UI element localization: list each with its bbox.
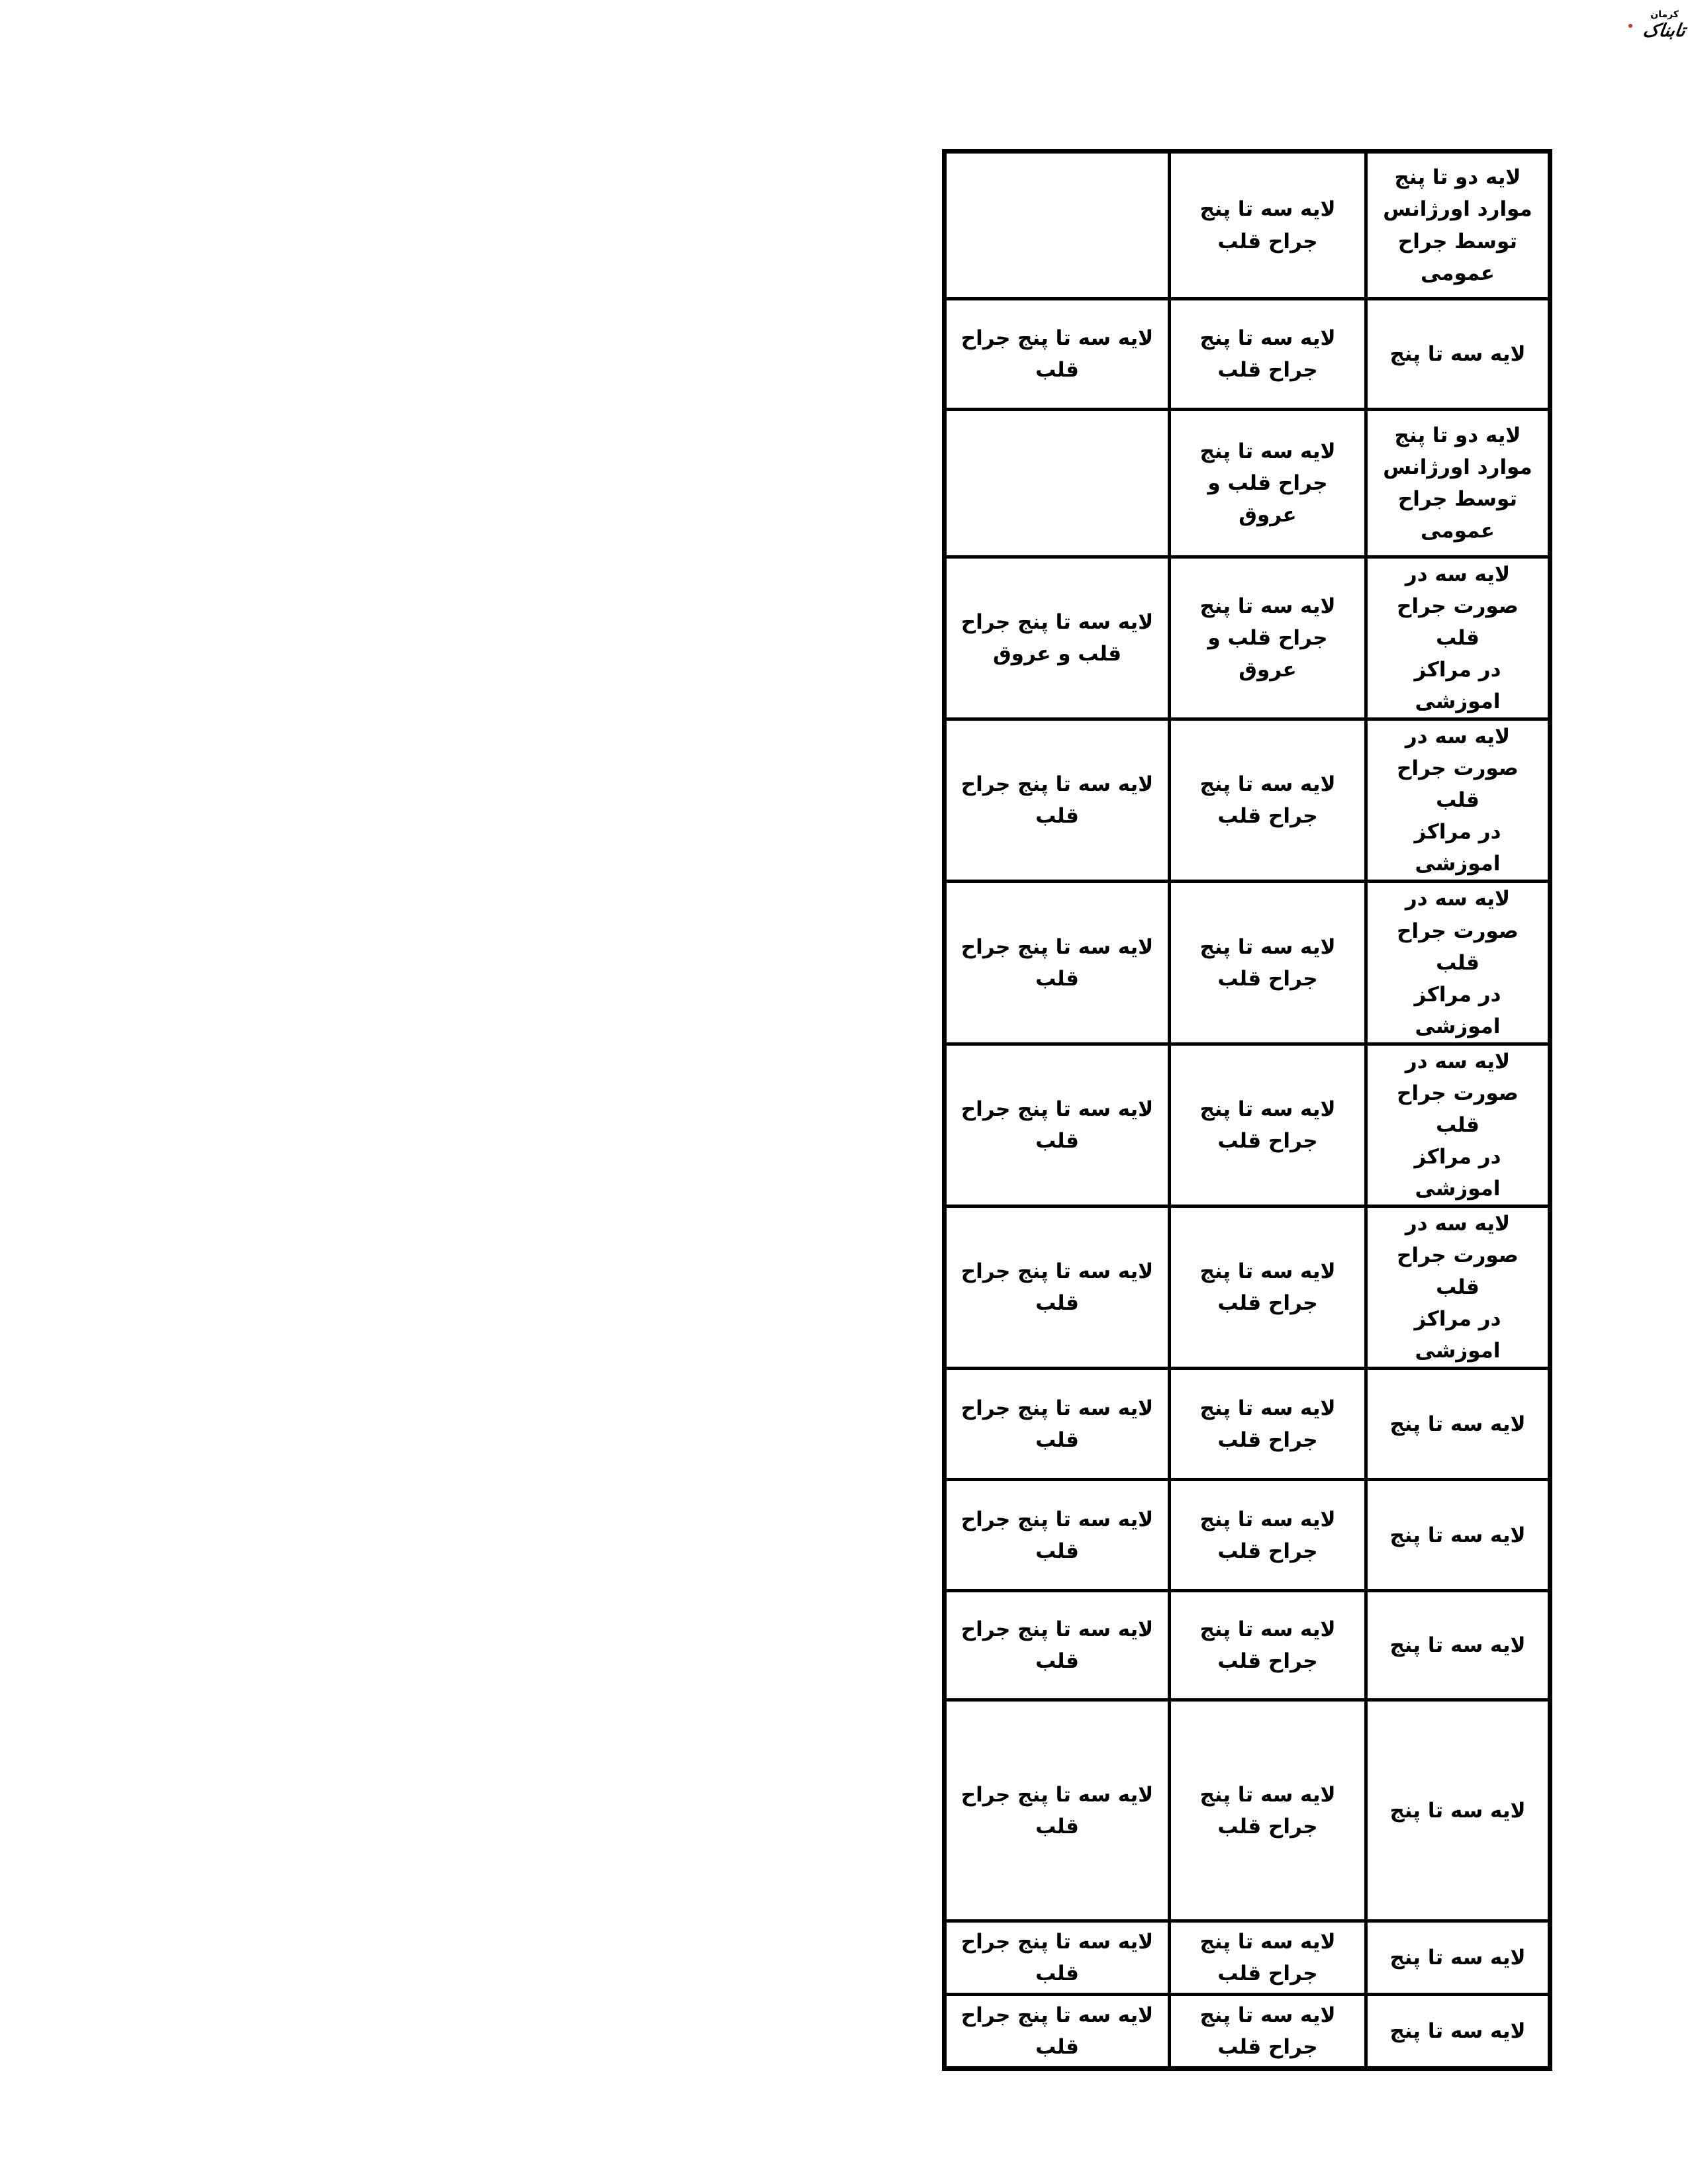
table-row: لایه سه تا پنج جراح قلب و عروق لایه سه تا… [943, 555, 1552, 721]
table-cell-right: لایه سه تا پنج [1364, 1478, 1552, 1593]
schedule-table-body: لایه سه تا پنج جراح قلب لایه دو تا پنج مو… [943, 150, 1552, 2071]
table-row: لایه سه تا پنج جراح قلب لایه سه تا پنج جر… [943, 1478, 1552, 1593]
table-cell-right: لایه سه تا پنج [1364, 1589, 1552, 1702]
table-row: لایه سه تا پنج جراح قلب لایه سه تا پنج جر… [943, 297, 1552, 411]
table-cell-right: لایه سه در صورت جراح قلب در مراکز اموزشی [1364, 1204, 1552, 1371]
table-cell-middle: لایه سه تا پنج جراح قلب [1168, 150, 1368, 300]
table-cell-middle: لایه سه تا پنج جراح قلب [1168, 1042, 1368, 1208]
table-cell-middle: لایه سه تا پنج جراح قلب [1168, 1478, 1368, 1593]
tabnak-kerman-logo: کرمان تابناک [1619, 8, 1687, 42]
table-row: لایه سه تا پنج جراح قلب لایه سه تا پنج جر… [943, 1042, 1552, 1208]
table-row: لایه سه تا پنج جراح قلب و عروق لایه دو تا… [943, 408, 1552, 559]
table-cell-left: لایه سه تا پنج جراح قلب [943, 717, 1171, 884]
table-cell-middle: لایه سه تا پنج جراح قلب [1168, 1919, 1368, 1997]
table-cell-middle: لایه سه تا پنج جراح قلب [1168, 1367, 1368, 1482]
table-row: لایه سه تا پنج جراح قلب لایه سه تا پنج جر… [943, 1367, 1552, 1482]
table-cell-right: لایه سه تا پنج [1364, 1919, 1552, 1997]
table-cell-right: لایه دو تا پنج موارد اورژانس توسط جراح ع… [1364, 408, 1552, 559]
table-cell-left: لایه سه تا پنج جراح قلب [943, 1367, 1171, 1482]
table-cell-left: لایه سه تا پنج جراح قلب [943, 1204, 1171, 1371]
logo-red-accent [1628, 24, 1632, 28]
table-cell-left: لایه سه تا پنج جراح قلب [943, 1478, 1171, 1593]
table-cell-right: لایه سه در صورت جراح قلب در مراکز اموزشی [1364, 555, 1552, 721]
table-cell-middle: لایه سه تا پنج جراح قلب [1168, 1698, 1368, 1923]
table-cell-left [943, 408, 1171, 559]
schedule-table: لایه سه تا پنج جراح قلب لایه دو تا پنج مو… [942, 149, 1552, 2071]
table-cell-right: لایه سه تا پنج [1364, 1367, 1552, 1482]
table-cell-middle: لایه سه تا پنج جراح قلب [1168, 1993, 1368, 2071]
table-cell-right: لایه سه تا پنج [1364, 297, 1552, 411]
table-cell-middle: لایه سه تا پنج جراح قلب و عروق [1168, 555, 1368, 721]
table-cell-right: لایه سه در صورت جراح قلب در مراکز اموزشی [1364, 1042, 1552, 1208]
table-cell-right: لایه سه در صورت جراح قلب در مراکز اموزشی [1364, 880, 1552, 1046]
logo-main-text: تابناک [1642, 21, 1687, 41]
table-cell-left: لایه سه تا پنج جراح قلب [943, 297, 1171, 411]
table-row: لایه سه تا پنج جراح قلب لایه سه تا پنج جر… [943, 1204, 1552, 1371]
table-cell-middle: لایه سه تا پنج جراح قلب [1168, 717, 1368, 884]
table-cell-middle: لایه سه تا پنج جراح قلب [1168, 1204, 1368, 1371]
table-row: لایه سه تا پنج جراح قلب لایه سه تا پنج جر… [943, 717, 1552, 884]
table-cell-left: لایه سه تا پنج جراح قلب [943, 1042, 1171, 1208]
table-cell-middle: لایه سه تا پنج جراح قلب و عروق [1168, 408, 1368, 559]
table-cell-right: لایه سه تا پنج [1364, 1698, 1552, 1923]
table-row: لایه سه تا پنج جراح قلب لایه سه تا پنج جر… [943, 1698, 1552, 1923]
table-cell-middle: لایه سه تا پنج جراح قلب [1168, 1589, 1368, 1702]
table-cell-middle: لایه سه تا پنج جراح قلب [1168, 297, 1368, 411]
table-cell-left [943, 150, 1171, 300]
table-cell-right: لایه سه در صورت جراح قلب در مراکز اموزشی [1364, 717, 1552, 884]
logo-sub-text: کرمان [1650, 9, 1679, 20]
table-cell-left: لایه سه تا پنج جراح قلب [943, 1698, 1171, 1923]
table-cell-left: لایه سه تا پنج جراح قلب [943, 880, 1171, 1046]
table-row: لایه سه تا پنج جراح قلب لایه سه تا پنج جر… [943, 880, 1552, 1046]
table-cell-left: لایه سه تا پنج جراح قلب [943, 1589, 1171, 1702]
table-row: لایه سه تا پنج جراح قلب لایه سه تا پنج جر… [943, 1919, 1552, 1997]
table-row: لایه سه تا پنج جراح قلب لایه سه تا پنج جر… [943, 1993, 1552, 2071]
table-cell-left: لایه سه تا پنج جراح قلب [943, 1919, 1171, 1997]
table-row: لایه سه تا پنج جراح قلب لایه دو تا پنج مو… [943, 150, 1552, 300]
table-cell-middle: لایه سه تا پنج جراح قلب [1168, 880, 1368, 1046]
table-cell-left: لایه سه تا پنج جراح قلب و عروق [943, 555, 1171, 721]
table-row: لایه سه تا پنج جراح قلب لایه سه تا پنج جر… [943, 1589, 1552, 1702]
table-cell-right: لایه دو تا پنج موارد اورژانس توسط جراح ع… [1364, 150, 1552, 300]
table-cell-right: لایه سه تا پنج [1364, 1993, 1552, 2071]
table-cell-left: لایه سه تا پنج جراح قلب [943, 1993, 1171, 2071]
